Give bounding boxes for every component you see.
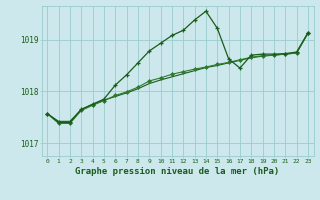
X-axis label: Graphe pression niveau de la mer (hPa): Graphe pression niveau de la mer (hPa) bbox=[76, 167, 280, 176]
